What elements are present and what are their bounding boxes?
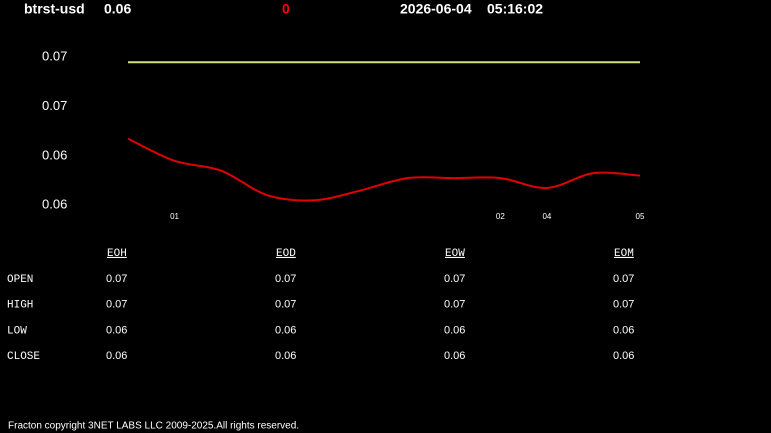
- column-header: EOW: [445, 248, 465, 260]
- y-tick-label: 0.06: [42, 197, 67, 212]
- x-tick-label: 01: [170, 212, 179, 221]
- row-label: HIGH: [7, 300, 33, 312]
- cell-value: 0.06: [613, 324, 634, 336]
- cell-value: 0.07: [106, 299, 127, 311]
- price: 0.06: [104, 1, 131, 17]
- footer: Fracton copyright 3NET LABS LLC 2009-202…: [8, 421, 299, 432]
- row-label: LOW: [7, 325, 27, 337]
- date: 2026-06-04: [400, 1, 472, 17]
- cell-value: 0.07: [613, 273, 634, 285]
- cell-value: 0.06: [613, 350, 634, 362]
- cell-value: 0.07: [275, 299, 296, 311]
- cell-value: 0.07: [275, 273, 296, 285]
- row-label: CLOSE: [7, 351, 40, 363]
- time: 05:16:02: [487, 1, 543, 17]
- y-tick-label: 0.06: [42, 147, 67, 162]
- cell-value: 0.07: [106, 273, 127, 285]
- x-tick-label: 02: [496, 212, 505, 221]
- column-header: EOM: [614, 248, 634, 260]
- column-header: EOD: [276, 248, 296, 260]
- cell-value: 0.06: [444, 350, 465, 362]
- x-tick-label: 04: [542, 212, 551, 221]
- change: 0: [282, 1, 290, 17]
- line-series: [127, 137, 641, 202]
- column-header: EOH: [107, 248, 127, 260]
- symbol: btrst-usd: [24, 1, 85, 17]
- y-tick-label: 0.07: [42, 98, 67, 113]
- cell-value: 0.06: [275, 324, 296, 336]
- cell-value: 0.06: [106, 324, 127, 336]
- cell-value: 0.07: [444, 273, 465, 285]
- y-tick-label: 0.07: [42, 49, 67, 64]
- cell-value: 0.07: [613, 299, 634, 311]
- cell-value: 0.06: [106, 350, 127, 362]
- cell-value: 0.06: [444, 324, 465, 336]
- cell-value: 0.07: [444, 299, 465, 311]
- row-label: OPEN: [7, 274, 33, 286]
- cell-value: 0.06: [275, 350, 296, 362]
- x-tick-label: 05: [636, 212, 645, 221]
